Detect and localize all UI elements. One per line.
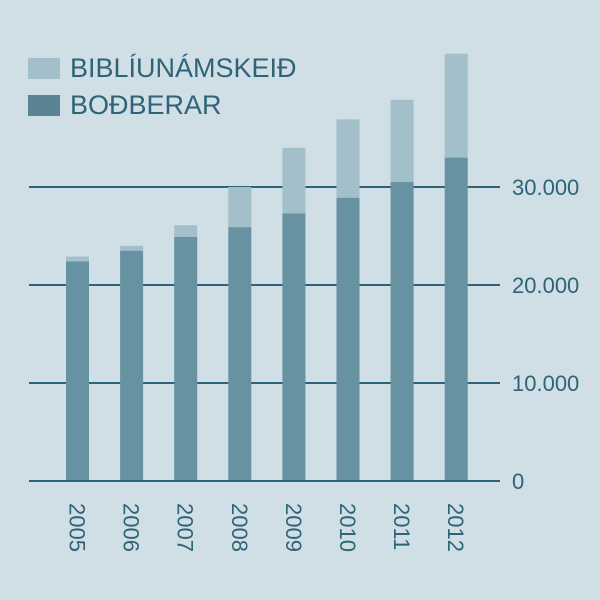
bar-segment-bodberar [66, 261, 89, 481]
bar-2010 [336, 119, 360, 481]
bar-segment-bodberar [444, 157, 468, 481]
bar-segment-bodberar [228, 227, 252, 481]
y-tick-label: 30.000 [512, 175, 579, 200]
bar-segment-bibliunamskeid [228, 187, 252, 228]
bar-2009 [282, 147, 306, 481]
bar-segment-bodberar [120, 250, 144, 481]
legend-swatch-bibliunamskeid [28, 58, 60, 79]
bar-segment-bibliunamskeid [174, 225, 198, 237]
y-axis-labels: 0 10.000 20.000 30.000 [512, 175, 579, 494]
x-tick-label: 2012 [443, 503, 468, 552]
legend-label-bibliunamskeid: BIBLÍUNÁMSKEIÐ [70, 53, 297, 83]
y-tick-label: 10.000 [512, 371, 579, 396]
bar-2008 [228, 187, 252, 481]
x-axis-labels: 2005 2006 2007 2008 2009 2010 2011 2012 [65, 503, 469, 552]
legend-label-bodberar: BOÐBERAR [70, 90, 222, 120]
bar-segment-bodberar [282, 213, 306, 481]
legend-item-bodberar: BOÐBERAR [28, 87, 297, 124]
bar-segment-bibliunamskeid [282, 147, 306, 214]
bar-segment-bibliunamskeid [336, 119, 360, 198]
bar-segment-bibliunamskeid [120, 245, 144, 251]
bar-2005 [66, 256, 89, 481]
bar-2007 [174, 225, 198, 481]
legend-item-bibliunamskeid: BIBLÍUNÁMSKEIÐ [28, 50, 297, 87]
legend: BIBLÍUNÁMSKEIÐ BOÐBERAR [28, 50, 297, 124]
bar-2012 [444, 53, 468, 481]
x-tick-label: 2006 [119, 503, 144, 552]
gridlines [29, 186, 500, 482]
y-tick-label: 0 [512, 469, 524, 494]
bars [29, 53, 500, 482]
bar-segment-bodberar [174, 236, 198, 481]
x-tick-label: 2007 [173, 503, 198, 552]
x-tick-label: 2010 [335, 503, 360, 552]
bar-2011 [390, 99, 414, 481]
bar-segment-bibliunamskeid [390, 99, 414, 183]
legend-swatch-bodberar [28, 95, 60, 116]
y-tick-label: 20.000 [512, 273, 579, 298]
x-tick-label: 2005 [65, 503, 90, 552]
bar-segment-bibliunamskeid [444, 53, 468, 158]
x-tick-label: 2008 [227, 503, 252, 552]
bar-segment-bodberar [336, 197, 360, 481]
bar-segment-bibliunamskeid [66, 256, 89, 262]
bar-segment-bodberar [390, 182, 414, 481]
bar-2006 [120, 245, 144, 481]
x-tick-label: 2011 [389, 503, 414, 550]
x-tick-label: 2009 [281, 503, 306, 552]
